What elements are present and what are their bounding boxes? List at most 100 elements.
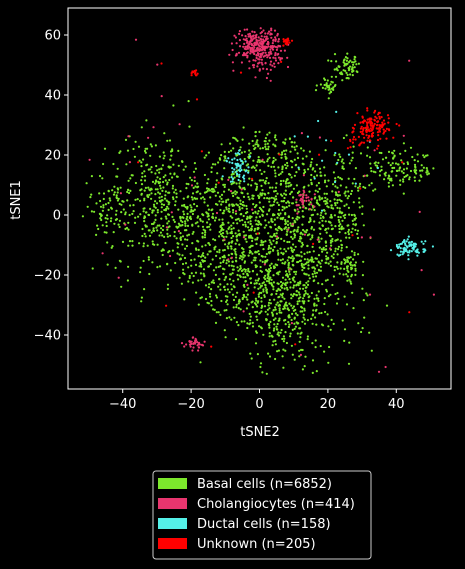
data-point: [274, 186, 277, 189]
data-point: [312, 250, 315, 253]
data-point: [251, 47, 254, 51]
data-point: [432, 293, 435, 296]
data-point: [294, 221, 297, 224]
data-point: [213, 246, 216, 249]
data-point: [185, 187, 188, 190]
data-point: [289, 192, 292, 196]
data-point: [243, 47, 246, 50]
data-point: [161, 228, 164, 232]
data-point: [115, 218, 118, 221]
data-point: [392, 136, 395, 139]
data-point: [316, 190, 319, 193]
data-point: [294, 312, 297, 315]
data-point: [258, 215, 261, 218]
data-point: [220, 299, 223, 303]
data-point: [90, 175, 93, 178]
data-point: [284, 278, 287, 281]
data-point: [150, 171, 153, 174]
data-point: [347, 177, 350, 180]
data-point: [359, 187, 362, 190]
data-point: [255, 242, 258, 245]
data-point: [270, 33, 273, 36]
data-point: [313, 177, 316, 180]
data-point: [152, 126, 155, 129]
data-point: [303, 309, 306, 312]
data-point: [207, 225, 211, 228]
data-point: [334, 239, 337, 242]
data-point: [332, 322, 335, 325]
data-point: [143, 220, 146, 223]
data-point: [215, 266, 218, 269]
data-point: [374, 115, 377, 118]
data-point: [160, 227, 163, 230]
data-point: [380, 151, 383, 155]
data-point: [281, 282, 285, 285]
data-point: [120, 211, 123, 214]
data-point: [257, 39, 261, 42]
data-point: [372, 170, 375, 173]
data-point: [288, 302, 291, 305]
data-point: [287, 315, 290, 318]
data-point: [305, 231, 308, 234]
data-point: [293, 135, 296, 138]
data-point: [232, 208, 235, 212]
data-point: [258, 282, 261, 286]
data-point: [222, 260, 225, 264]
data-point: [266, 32, 269, 35]
data-point: [223, 185, 226, 189]
data-point: [334, 250, 337, 253]
data-point: [128, 213, 131, 217]
data-point: [270, 218, 273, 221]
data-point: [301, 243, 304, 246]
data-point: [170, 154, 173, 157]
data-point: [369, 167, 372, 170]
data-point: [181, 254, 184, 257]
data-point: [282, 200, 285, 203]
data-point: [256, 301, 259, 304]
data-point: [298, 349, 301, 352]
data-point: [362, 121, 365, 124]
data-point: [329, 328, 332, 331]
data-point: [278, 317, 281, 320]
data-point: [274, 306, 277, 309]
data-point: [238, 243, 241, 246]
data-point: [370, 182, 373, 185]
data-point: [377, 111, 380, 114]
data-point: [376, 120, 379, 123]
data-point: [295, 171, 298, 174]
data-point: [338, 210, 341, 213]
data-point: [358, 144, 361, 147]
data-point: [407, 241, 411, 244]
data-point: [350, 250, 354, 253]
data-point: [194, 185, 197, 188]
data-point: [248, 270, 251, 273]
data-point: [286, 230, 289, 233]
data-point: [356, 232, 359, 235]
data-point: [234, 242, 237, 245]
data-point: [348, 341, 351, 344]
data-point: [244, 238, 247, 241]
data-point: [273, 169, 276, 172]
data-point: [318, 204, 321, 207]
data-point: [278, 309, 281, 312]
data-point: [125, 163, 128, 166]
data-point: [304, 286, 307, 289]
data-point: [228, 176, 231, 179]
data-point: [214, 216, 217, 219]
data-point: [113, 185, 116, 188]
data-point: [102, 162, 105, 166]
data-point: [184, 247, 187, 250]
data-point: [236, 173, 239, 176]
data-point: [223, 190, 226, 193]
data-point: [257, 36, 260, 39]
data-point: [203, 340, 206, 343]
data-point: [320, 197, 323, 200]
data-point: [158, 265, 162, 268]
data-point: [426, 173, 429, 176]
data-point: [330, 213, 333, 217]
data-point: [140, 179, 143, 182]
data-point: [310, 173, 313, 177]
data-point: [431, 245, 434, 248]
data-point: [329, 235, 333, 238]
data-point: [255, 56, 258, 60]
